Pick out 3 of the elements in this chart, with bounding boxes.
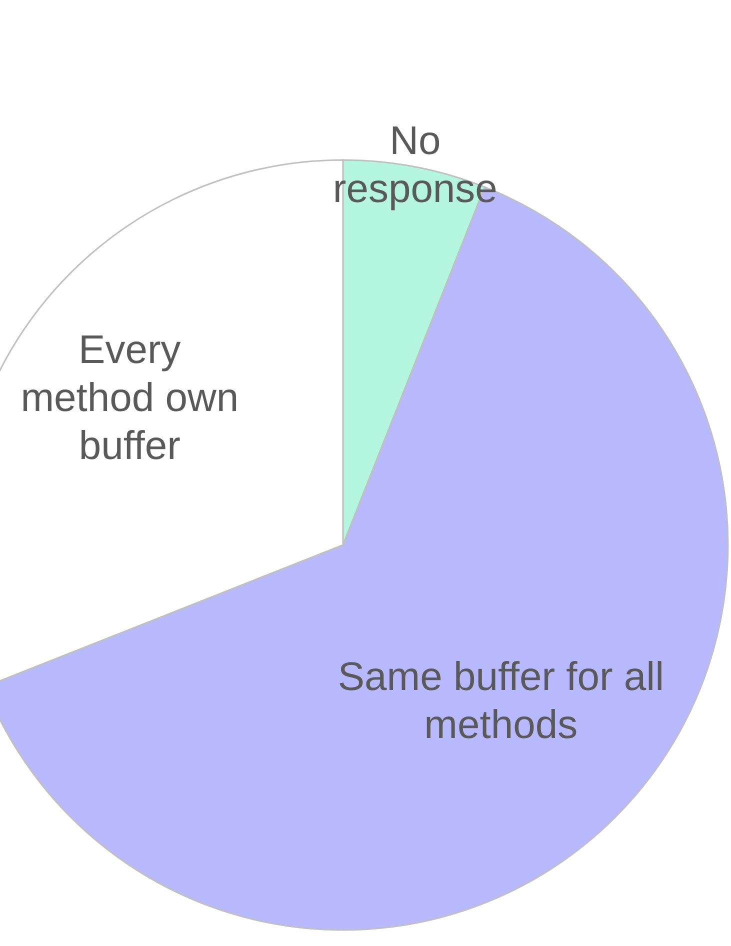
slice-label: No response (332, 118, 498, 210)
slice-label: Same buffer for all methods (338, 654, 664, 746)
slice-label: Every method own buffer (20, 328, 239, 468)
